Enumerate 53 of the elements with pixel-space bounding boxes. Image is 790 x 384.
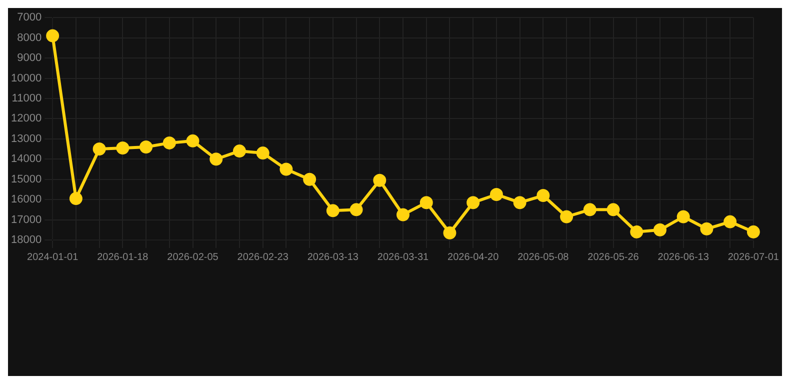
y-tick-label: 16000 — [10, 194, 42, 206]
point — [210, 152, 223, 166]
point — [630, 225, 644, 238]
point — [606, 203, 620, 216]
y-tick-label: 10000 — [10, 72, 42, 84]
point — [443, 226, 456, 240]
point — [396, 208, 410, 222]
point — [373, 174, 386, 187]
point — [116, 142, 130, 155]
x-tick-label: 2026-02-23 — [237, 252, 289, 263]
point — [186, 134, 200, 148]
y-tick-label: 13000 — [10, 132, 42, 145]
y-tick-label: 15000 — [10, 173, 42, 186]
x-tick-label: 2026-06-13 — [658, 252, 710, 263]
y-tick-label: 14000 — [10, 153, 42, 166]
point — [676, 210, 690, 224]
y-tick-label: 18000 — [10, 234, 42, 246]
point — [350, 203, 363, 216]
y-tick-label: 17000 — [10, 214, 42, 226]
point — [232, 144, 246, 158]
point — [490, 188, 503, 202]
x-tick-label: 2026-04-20 — [448, 252, 500, 263]
point — [513, 196, 526, 210]
point — [280, 162, 293, 176]
point — [92, 142, 106, 156]
point — [536, 189, 550, 202]
point — [724, 215, 737, 228]
x-tick-label: 2026-05-26 — [588, 252, 640, 263]
x-tick-label: 2026-02-05 — [167, 252, 219, 263]
x-tick-label: 2024-01-01 — [27, 252, 79, 263]
point — [256, 146, 270, 160]
point — [700, 222, 714, 236]
point — [560, 210, 574, 224]
point — [69, 192, 82, 206]
x-tick-label: 2026-05-08 — [518, 252, 570, 263]
point — [746, 225, 760, 238]
x-tick-label: 2026-03-13 — [307, 252, 359, 263]
point — [466, 196, 480, 210]
x-tick-label: 2026-07-01 — [728, 252, 780, 263]
y-tick-label: 11000 — [12, 92, 42, 105]
x-tick-label: 2026-01-18 — [97, 252, 149, 263]
point — [162, 136, 176, 150]
point — [140, 140, 153, 154]
y-tick-label: 12000 — [10, 112, 42, 125]
y-tick-label: 8000 — [17, 32, 42, 44]
point — [303, 172, 316, 186]
x-tick-label: 2026-03-31 — [377, 252, 430, 263]
point — [653, 223, 666, 236]
point — [326, 204, 340, 218]
point — [583, 203, 596, 216]
point — [420, 196, 433, 210]
y-tick-label: 7000 — [17, 12, 42, 24]
y-tick-label: 9000 — [17, 52, 42, 64]
